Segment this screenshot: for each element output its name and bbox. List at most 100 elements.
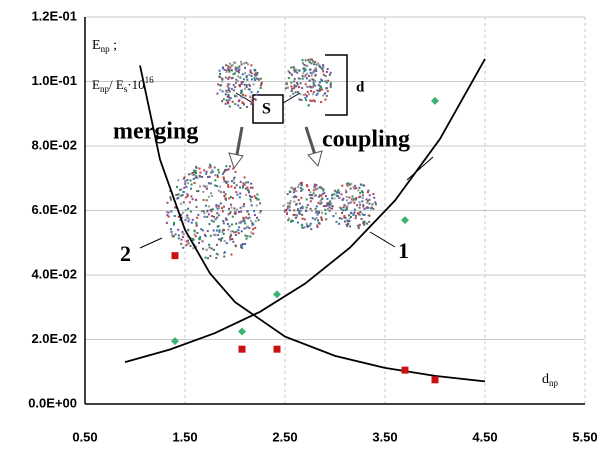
particle [301,181,303,184]
particle [249,195,252,198]
particle [229,165,231,168]
particle [249,95,252,98]
particle [345,205,347,208]
particle [216,92,219,95]
particle [293,68,295,71]
particle [204,185,207,188]
particle [367,189,370,192]
particle-cluster [216,60,263,109]
particle [304,74,307,77]
particle [308,74,310,77]
particle [252,223,255,226]
particle [240,95,243,98]
particle [230,203,233,206]
particle [246,78,249,81]
particle [193,182,196,184]
particle [254,220,257,223]
particle [177,196,180,199]
particle [241,81,244,83]
particle [359,183,362,186]
particle [314,74,317,77]
particle [236,193,239,196]
particle [204,204,207,207]
particle [165,211,168,214]
particle [180,242,183,245]
particle [196,177,199,179]
particle [180,216,183,219]
particle [295,215,298,218]
particle [303,218,306,221]
particle [185,185,188,188]
particle [302,72,305,75]
particle [324,212,327,215]
particle [198,237,200,240]
particle [314,67,317,69]
particle [301,217,304,220]
particle [256,77,258,80]
particle [244,66,246,69]
particle [295,85,298,88]
particle [292,66,295,69]
particle [227,228,230,231]
particle [314,61,317,63]
particle [233,176,236,179]
particle [254,226,257,229]
particle [253,98,256,100]
particle [257,78,260,81]
particle [217,253,220,256]
particle [347,220,350,223]
particle [200,210,203,213]
particle [353,201,356,204]
particle [227,180,230,183]
particle [317,219,320,222]
particle [237,104,240,107]
particle [195,221,198,224]
particle [320,216,323,219]
particle [190,187,192,190]
particle [223,68,226,71]
particle [300,184,303,186]
particle [226,95,229,98]
particle [228,207,230,210]
particle [244,72,247,75]
particle [217,189,220,192]
particle [195,172,198,174]
particle [232,73,235,76]
particle [238,65,241,68]
particle [319,85,322,88]
particle [324,80,327,83]
particle [249,71,252,73]
particle [250,204,253,207]
particle [292,188,295,191]
particle [326,197,329,200]
particle [202,184,205,187]
particle [211,170,214,173]
particle [311,194,314,197]
particle [196,216,199,219]
particle [199,175,202,178]
particle [239,85,241,88]
particle [299,82,302,85]
particle [227,168,230,171]
particle [317,201,320,204]
particle [338,196,341,199]
particle [200,228,203,231]
particle [231,230,234,233]
s-line [282,92,301,104]
particle [309,197,312,200]
particle [234,68,237,71]
particle [312,78,315,81]
particle [324,98,327,101]
particle [324,208,327,211]
particle [241,96,244,99]
particle [361,200,364,203]
particle [244,243,247,245]
particle [256,72,259,74]
particle [241,243,244,245]
particle [187,207,190,210]
data-point [238,327,246,336]
particle [243,176,246,179]
particle [177,193,180,196]
particle [176,197,179,200]
particle [283,210,286,213]
